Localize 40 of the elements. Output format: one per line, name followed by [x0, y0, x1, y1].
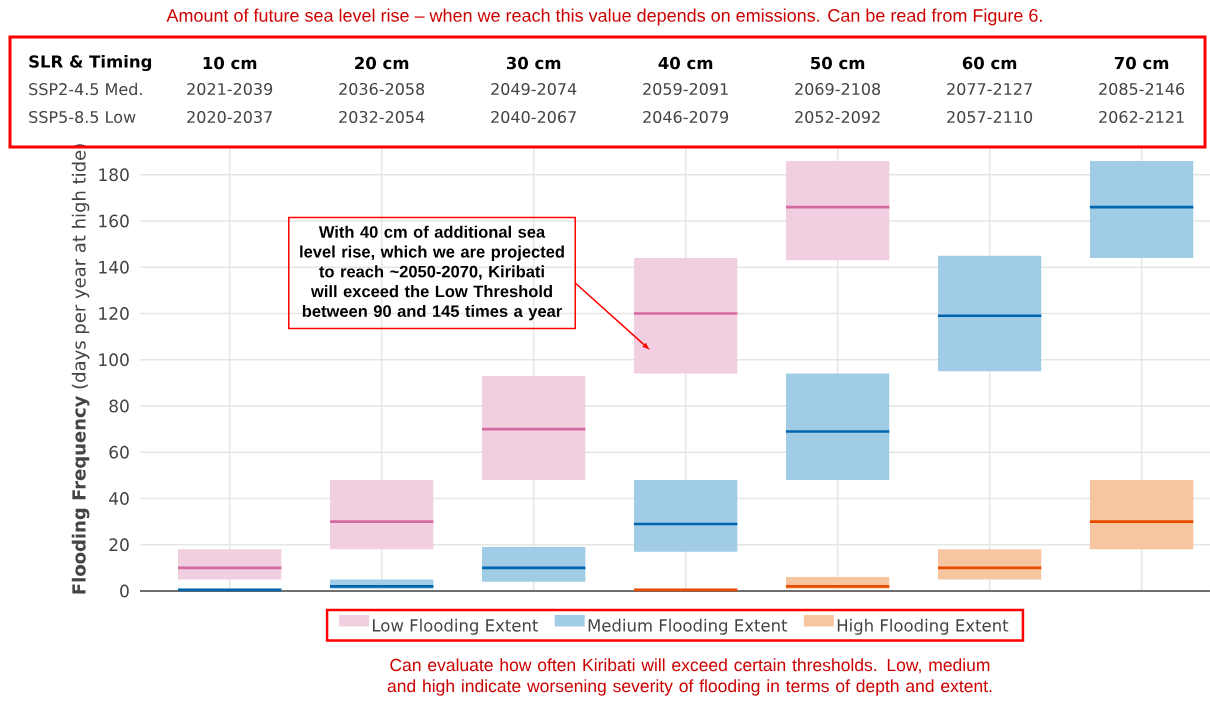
- x-tick-label: 30 cm: [506, 56, 561, 70]
- text: 2032-2054: [339, 110, 425, 124]
- text: 2052-2092: [795, 110, 880, 124]
- y-tick-label: 140: [99, 260, 129, 274]
- text: 2077-2127: [947, 82, 1032, 96]
- y-tick-label: 120: [99, 307, 129, 320]
- text: 2049-2074: [491, 82, 577, 96]
- x-tick-label: 10 cm: [203, 56, 257, 70]
- y-tick-label: 40: [109, 492, 129, 505]
- text: 2062-2121: [1099, 110, 1184, 124]
- y-tick-label: 60: [109, 445, 129, 459]
- annotation: With 40 cm of additional sea level rise, which we are projected to reach ~2050-2070, Kiribati will exceed the Low Threshold between 90 and 145 times a year: [300, 225, 564, 321]
- x-tick-label: 70 cm: [1114, 56, 1169, 70]
- text: Can evaluate how often Kiribati will exceed certain thresholds. Low, medium and high indicate worsening severity of flooding in terms of depth and extent.: [387, 658, 992, 696]
- legend-label: Medium Flooding Extent: [588, 618, 788, 635]
- chart-title: Amount of future sea level rise – when we reach this value depends on emissions. Can be read from Figure 6.: [166, 8, 1042, 26]
- x-tick-label: 20 cm: [355, 56, 409, 70]
- text: SSP5-8.5 Low: [29, 110, 136, 124]
- text: 2036-2058: [339, 82, 425, 96]
- x-tick-label: 50 cm: [811, 56, 865, 70]
- legend-label: Low Flooding Extent: [373, 618, 539, 635]
- text: 2020-2037: [187, 110, 272, 124]
- text: 2085-2146: [1099, 82, 1185, 96]
- y-tick-label: 0: [120, 584, 129, 598]
- y-tick-label: 160: [99, 214, 129, 228]
- text: SLR & Timing: [29, 54, 152, 72]
- x-tick-label: 60 cm: [962, 56, 1017, 70]
- text: 2021-2039: [187, 82, 273, 96]
- x-tick-label: 40 cm: [658, 56, 713, 70]
- text: 2057-2110: [947, 110, 1033, 124]
- text: SSP2-4.5 Med.: [29, 82, 142, 96]
- y-tick-label: 20: [109, 538, 129, 552]
- y-tick-label: 80: [109, 399, 129, 413]
- text: 2059-2091: [643, 82, 728, 96]
- text: 2069-2108: [795, 82, 881, 96]
- y-tick-label: 100: [99, 353, 129, 367]
- y-tick-label: 180: [99, 168, 129, 182]
- text: 2040-2067: [491, 110, 576, 124]
- text: 2046-2079: [643, 110, 729, 124]
- legend-label: High Flooding Extent: [837, 618, 1009, 635]
